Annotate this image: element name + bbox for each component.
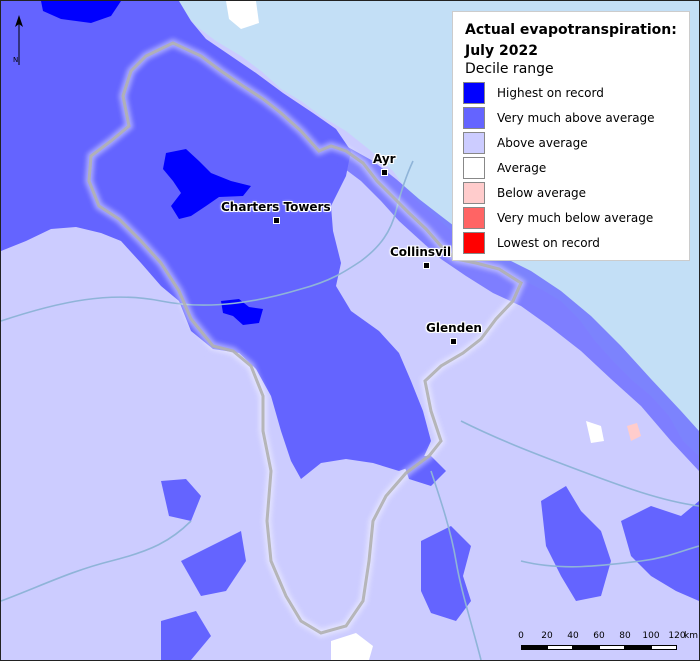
- town-label-charters-towers: Charters Towers: [221, 200, 331, 214]
- town-marker-glenden: [450, 338, 457, 345]
- scale-tick-label: 60: [593, 631, 605, 641]
- region-very-much-above-average-sw-2: [181, 531, 246, 596]
- river-lower-burdekin: [360, 160, 414, 262]
- scale-unit: km: [684, 631, 698, 641]
- region-highest-on-record-1: [163, 149, 251, 219]
- scale-tick-label: 40: [567, 631, 579, 641]
- legend-swatch: [463, 107, 485, 129]
- region-average-coast: [586, 421, 604, 443]
- north-arrow-icon: [15, 15, 23, 65]
- region-very-much-above-average-sw-3: [161, 611, 211, 660]
- region-average-south: [331, 633, 373, 660]
- town-label-glenden: Glenden: [426, 321, 482, 335]
- scale-segment: [625, 645, 651, 650]
- legend-item-label: Average: [497, 161, 547, 175]
- rivers: [1, 160, 699, 660]
- scale-tick-label: 20: [541, 631, 553, 641]
- scale-tick-label: 100: [642, 631, 660, 641]
- legend-swatch: [463, 232, 485, 254]
- scale-tick-label: 120: [668, 631, 686, 641]
- river-east: [460, 420, 699, 507]
- legend-swatch: [463, 157, 485, 179]
- river-southeast: [520, 545, 699, 568]
- region-very-much-above-average-se-1: [421, 526, 471, 621]
- scale-segment: [599, 645, 625, 650]
- legend-item-label: Very much below average: [497, 211, 654, 225]
- legend-swatch: [463, 182, 485, 204]
- region-highest-on-record-2: [221, 299, 263, 325]
- legend-item-label: Very much above average: [497, 111, 655, 125]
- catchment-boundary-glow: [84, 38, 527, 638]
- region-below-average: [627, 423, 641, 441]
- town-marker-ayr: [381, 169, 388, 176]
- scale-segment: [573, 645, 599, 650]
- region-very-much-above-average-sw-1: [161, 479, 201, 521]
- legend-item-label: Lowest on record: [497, 236, 600, 250]
- town-label-collinsville: Collinsvil: [390, 245, 452, 259]
- river-south: [430, 470, 482, 660]
- legend-swatch: [463, 132, 485, 154]
- legend-item-label: Below average: [497, 186, 587, 200]
- region-very-much-above-average-northwest: [1, 1, 431, 479]
- scale-bar: 0 20 40 60 80 100 120 km: [513, 631, 698, 659]
- region-average-north: [226, 1, 259, 29]
- legend-item-label: Above average: [497, 136, 588, 150]
- legend-item-label: Highest on record: [497, 86, 604, 100]
- town-marker-collinsville: [423, 262, 430, 269]
- region-very-much-above-average-se-2: [541, 486, 611, 601]
- legend: Actual evapotranspiration: July 2022 Dec…: [452, 11, 690, 261]
- north-label: N: [13, 56, 19, 64]
- river-southwest: [1, 520, 192, 602]
- scale-tick-label: 0: [518, 631, 524, 641]
- scale-segment: [521, 645, 547, 650]
- scale-segment: [547, 645, 573, 650]
- scale-segment: [651, 645, 677, 650]
- legend-swatch: [463, 207, 485, 229]
- legend-title: Actual evapotranspiration: July 2022: [465, 22, 677, 59]
- town-label-ayr: Ayr: [373, 152, 396, 166]
- town-marker-charters-towers: [273, 217, 280, 224]
- region-very-much-above-average-se-3: [621, 501, 699, 601]
- legend-swatch: [463, 82, 485, 104]
- river-burdekin: [1, 260, 362, 322]
- scale-tick-label: 80: [619, 631, 631, 641]
- region-highest-on-record-3: [41, 1, 121, 23]
- legend-subtitle: Decile range: [465, 61, 554, 77]
